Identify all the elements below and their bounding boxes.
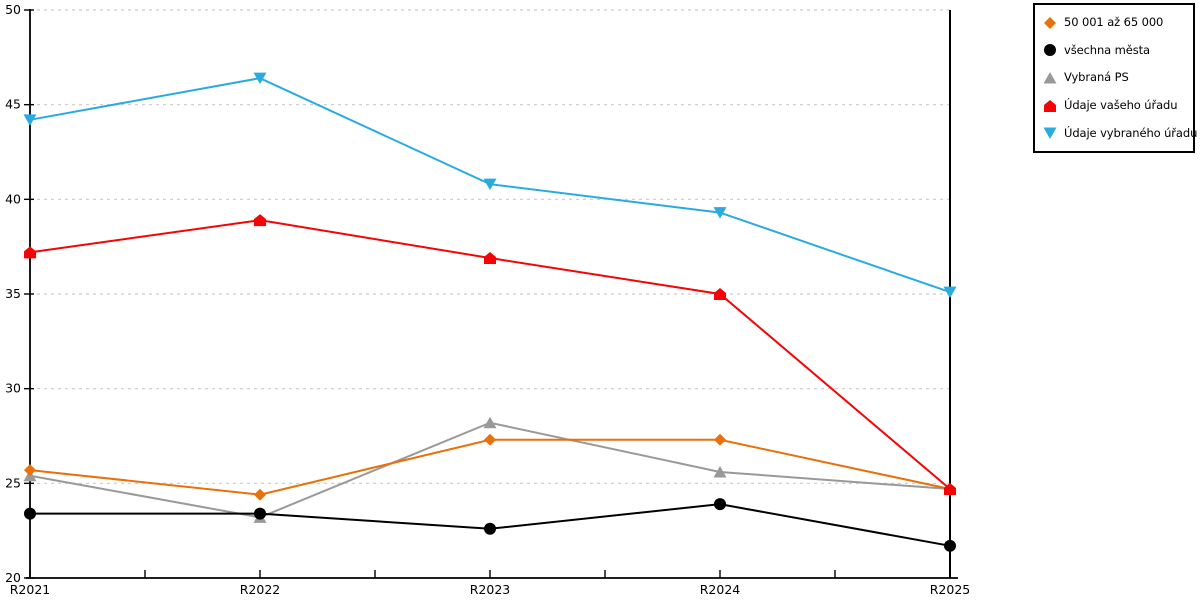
series-marker-circle-icon xyxy=(254,507,266,520)
x-tick-label: R2023 xyxy=(470,582,511,597)
legend-label: všechna města xyxy=(1064,42,1151,57)
legend-marker-triangle-up-icon xyxy=(1043,71,1057,84)
x-tick-label: R2022 xyxy=(240,582,281,597)
series-marker-pentagon-up-icon xyxy=(254,214,266,227)
y-tick-label: 40 xyxy=(5,191,21,206)
series-marker-diamond-icon xyxy=(24,464,36,477)
x-tick-label: R2025 xyxy=(930,582,971,597)
legend-item-4: Údaje vybraného úřadu xyxy=(1043,120,1197,146)
series-marker-pentagon-up-icon xyxy=(484,252,496,265)
legend-label: 50 001 až 65 000 xyxy=(1064,14,1164,29)
series-marker-triangle-up-icon xyxy=(713,465,727,478)
y-tick-label: 30 xyxy=(5,381,21,396)
y-tick-label: 50 xyxy=(5,2,21,17)
x-tick-label: R2021 xyxy=(10,582,51,597)
series-marker-circle-icon xyxy=(714,498,726,511)
legend-marker-triangle-down-icon xyxy=(1043,127,1057,140)
series-marker-triangle-down-icon xyxy=(23,114,37,126)
series-marker-diamond-icon xyxy=(714,433,726,446)
series-marker-triangle-down-icon xyxy=(483,178,497,191)
y-tick-label: 45 xyxy=(5,97,21,112)
legend-marker-diamond-icon xyxy=(1044,16,1056,29)
series-marker-triangle-down-icon xyxy=(943,286,957,299)
legend-label: Údaje vybraného úřadu xyxy=(1064,125,1198,140)
y-tick-label: 25 xyxy=(5,475,21,490)
legend-marker-pentagon-up-icon xyxy=(1044,99,1056,112)
series-marker-circle-icon xyxy=(944,539,956,552)
chart-legend: 50 001 až 65 000 všechna města Vybraná PS Ú… xyxy=(1033,3,1197,153)
series-marker-triangle-down-icon xyxy=(253,72,267,85)
legend-item-2: Vybraná PS xyxy=(1043,65,1191,91)
series-marker-triangle-down-icon xyxy=(713,207,727,219)
legend-item-3: Údaje vašeho úřadu xyxy=(1043,93,1191,119)
series-marker-circle-icon xyxy=(24,507,36,520)
legend-label: Údaje vašeho úřadu xyxy=(1064,97,1178,112)
series-marker-triangle-up-icon xyxy=(483,416,497,429)
legend-item-0: 50 001 až 65 000 xyxy=(1043,10,1191,36)
series-marker-pentagon-up-icon xyxy=(714,288,726,300)
series-marker-pentagon-up-icon xyxy=(944,483,956,496)
legend-item-1: všechna města xyxy=(1043,37,1191,63)
series-marker-diamond-icon xyxy=(484,433,496,446)
legend-label: Vybraná PS xyxy=(1064,70,1129,85)
legend-marker-circle-icon xyxy=(1044,44,1056,57)
series-marker-circle-icon xyxy=(484,522,496,535)
y-tick-label: 20 xyxy=(5,570,21,585)
series-marker-diamond-icon xyxy=(254,488,266,501)
series-marker-pentagon-up-icon xyxy=(24,246,36,259)
series-line-0 xyxy=(29,438,951,496)
x-tick-label: R2024 xyxy=(700,582,741,597)
y-tick-label: 35 xyxy=(5,286,21,301)
